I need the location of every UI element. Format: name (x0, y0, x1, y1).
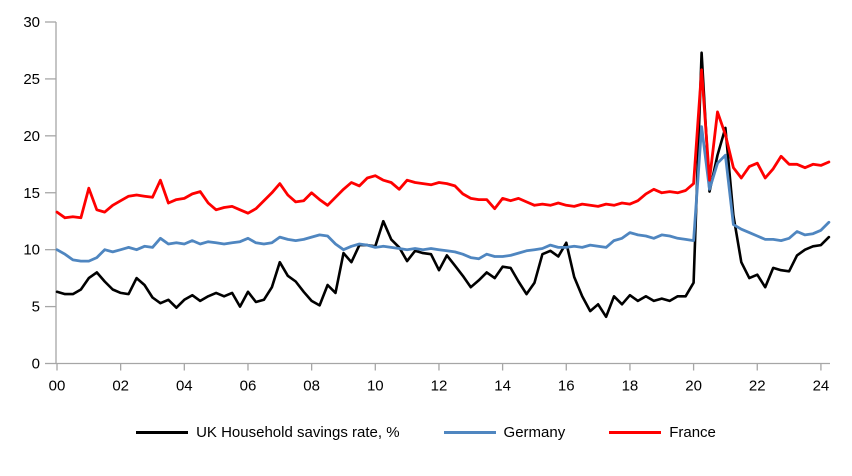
x-tick-label: 14 (494, 378, 511, 395)
legend-label-france: France (669, 424, 716, 441)
x-tick-label: 24 (813, 378, 830, 395)
uk-savings-line (55, 51, 831, 319)
y-tick-label: 0 (32, 356, 40, 373)
x-tick-label: 20 (685, 378, 702, 395)
chart-legend: UK Household savings rate, % Germany Fra… (0, 424, 852, 441)
x-tick-label: 10 (367, 378, 384, 395)
y-tick-label: 5 (32, 299, 40, 316)
germany-line-swatch (443, 431, 496, 434)
y-tick-label: 15 (23, 185, 40, 202)
france-line (55, 68, 831, 220)
x-tick-label: 04 (176, 378, 193, 395)
chart-plot-area: 0 5 10 15 20 25 30 00 02 04 06 08 10 12 14 16 18 20 22 24 (23, 14, 831, 395)
legend-item-france: France (609, 424, 716, 441)
germany-line (55, 125, 831, 263)
x-tick-label: 16 (558, 378, 575, 395)
legend-label-germany: Germany (503, 424, 566, 441)
x-tick-label: 08 (303, 378, 320, 395)
france-line-swatch (609, 431, 662, 434)
uk-line-swatch (136, 431, 189, 434)
x-tick-label: 22 (749, 378, 766, 395)
y-tick-label: 30 (23, 14, 40, 31)
x-tick-label: 12 (431, 378, 448, 395)
legend-item-germany: Germany (443, 424, 566, 441)
y-tick-label: 20 (23, 128, 40, 145)
x-tick-label: 06 (240, 378, 257, 395)
x-tick-label: 02 (112, 378, 129, 395)
y-tick-label: 25 (23, 71, 40, 88)
x-tick-label: 00 (49, 378, 66, 395)
legend-item-uk: UK Household savings rate, % (136, 424, 400, 441)
legend-label-uk: UK Household savings rate, % (196, 424, 400, 441)
x-tick-label: 18 (622, 378, 639, 395)
y-tick-label: 10 (23, 242, 40, 259)
